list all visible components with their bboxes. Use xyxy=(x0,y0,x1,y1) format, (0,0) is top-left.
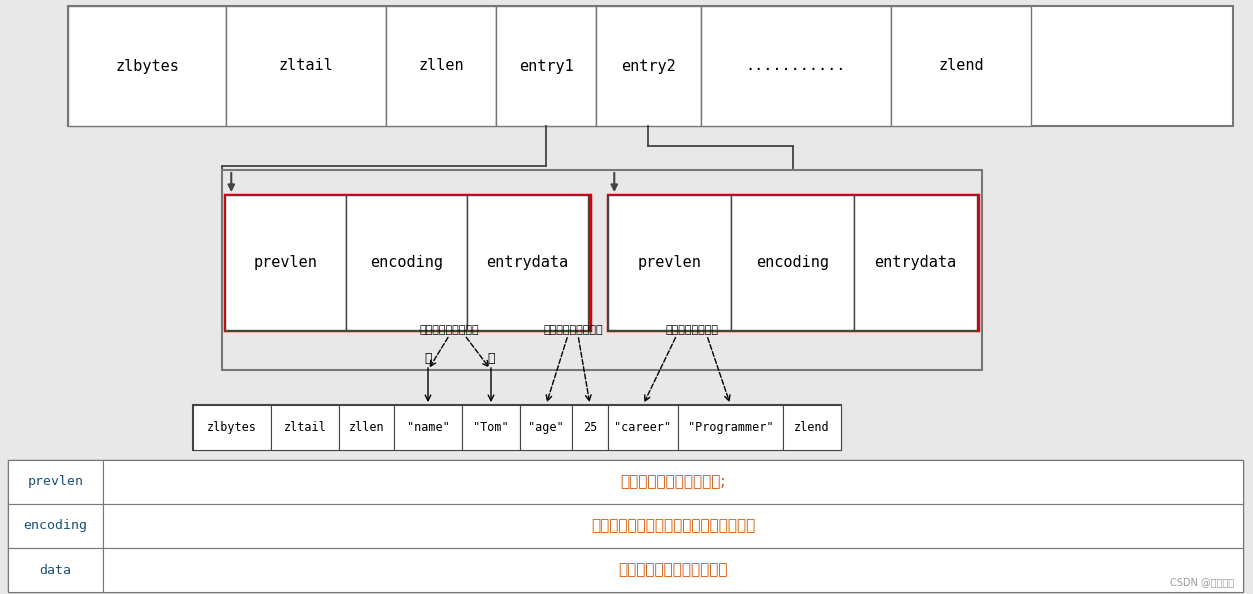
Text: encoding: encoding xyxy=(370,255,444,270)
Bar xyxy=(346,195,467,330)
Bar xyxy=(462,405,520,450)
Text: prevlen: prevlen xyxy=(253,255,317,270)
Bar xyxy=(103,548,1243,592)
Text: encoding: encoding xyxy=(756,255,829,270)
Bar xyxy=(271,405,340,450)
Bar xyxy=(496,6,596,126)
Text: 键: 键 xyxy=(425,352,432,365)
Text: zllen: zllen xyxy=(348,421,385,434)
Text: zlbytes: zlbytes xyxy=(207,421,257,434)
Text: CSDN @龙崎流河: CSDN @龙崎流河 xyxy=(1170,577,1234,587)
Bar xyxy=(222,170,982,370)
Text: zltail: zltail xyxy=(278,58,333,74)
Text: prevlen: prevlen xyxy=(28,476,84,488)
Text: 25: 25 xyxy=(583,421,598,434)
Bar xyxy=(855,195,977,330)
Bar xyxy=(8,460,103,504)
Text: "name": "name" xyxy=(407,421,450,434)
Bar xyxy=(226,195,590,330)
Text: prevlen: prevlen xyxy=(638,255,702,270)
Bar xyxy=(340,405,393,450)
Bar xyxy=(8,504,103,548)
Text: entrydata: entrydata xyxy=(486,255,569,270)
Text: "Tom": "Tom" xyxy=(474,421,509,434)
Bar xyxy=(226,195,346,330)
Bar xyxy=(393,405,462,450)
Text: entry1: entry1 xyxy=(519,58,574,74)
Bar xyxy=(193,405,271,450)
Text: "career": "career" xyxy=(614,421,672,434)
Bar xyxy=(103,504,1243,548)
Text: zlbytes: zlbytes xyxy=(115,58,179,74)
Bar xyxy=(467,195,588,330)
Bar xyxy=(8,460,1243,592)
Text: entrydata: entrydata xyxy=(875,255,956,270)
Bar xyxy=(68,6,226,126)
Bar xyxy=(226,6,386,126)
Text: 第二个添加的键値对: 第二个添加的键値对 xyxy=(544,325,603,335)
Text: 记录了当前节点的实际数据: 记录了当前节点的实际数据 xyxy=(618,563,728,577)
Text: zlend: zlend xyxy=(794,421,829,434)
Bar xyxy=(700,6,891,126)
Text: entry2: entry2 xyxy=(621,58,675,74)
Bar xyxy=(573,405,608,450)
Text: 最新添加的键値对: 最新添加的键値对 xyxy=(665,325,718,335)
Text: 第一个添加的键値对: 第一个添加的键値对 xyxy=(420,325,480,335)
Bar xyxy=(520,405,573,450)
Bar xyxy=(103,460,1243,504)
Bar xyxy=(891,6,1031,126)
Text: zltail: zltail xyxy=(283,421,326,434)
Bar xyxy=(68,6,1233,126)
Bar xyxy=(386,6,496,126)
Bar xyxy=(608,405,678,450)
Text: zllen: zllen xyxy=(419,58,464,74)
Bar xyxy=(678,405,783,450)
Text: 记录了当前节点实际数据的类型以及长度: 记录了当前节点实际数据的类型以及长度 xyxy=(591,519,756,533)
Bar xyxy=(730,195,855,330)
Text: 记录了前一个节点的长度;: 记录了前一个节点的长度; xyxy=(620,475,725,489)
Text: "age": "age" xyxy=(529,421,564,434)
Text: zlend: zlend xyxy=(938,58,984,74)
Bar xyxy=(8,548,103,592)
Bar xyxy=(783,405,841,450)
Text: encoding: encoding xyxy=(24,520,88,532)
Bar xyxy=(596,6,700,126)
Text: data: data xyxy=(40,564,71,577)
Text: "Programmer": "Programmer" xyxy=(688,421,773,434)
Text: ...........: ........... xyxy=(746,58,846,74)
Bar xyxy=(193,405,841,450)
Bar xyxy=(608,195,730,330)
Text: 値: 値 xyxy=(487,352,495,365)
Bar xyxy=(608,195,979,330)
